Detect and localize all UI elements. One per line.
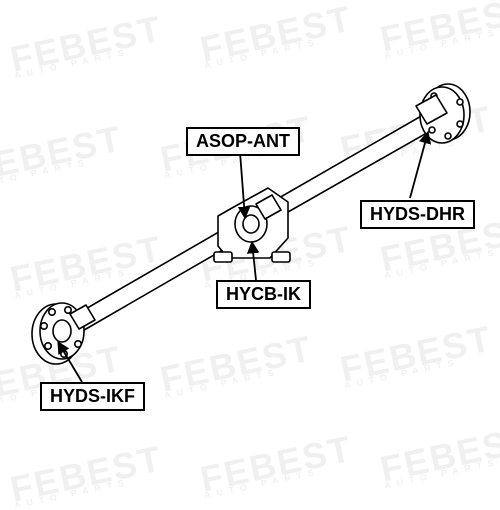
label-asop-ant: ASOP-ANT xyxy=(186,127,300,156)
label-hyds-ikf: HYDS-IKF xyxy=(40,382,145,411)
label-hycb-ik: HYCB-IK xyxy=(216,280,311,309)
leader-lines xyxy=(0,0,500,500)
label-hyds-dhr: HYDS-DHR xyxy=(360,200,475,229)
